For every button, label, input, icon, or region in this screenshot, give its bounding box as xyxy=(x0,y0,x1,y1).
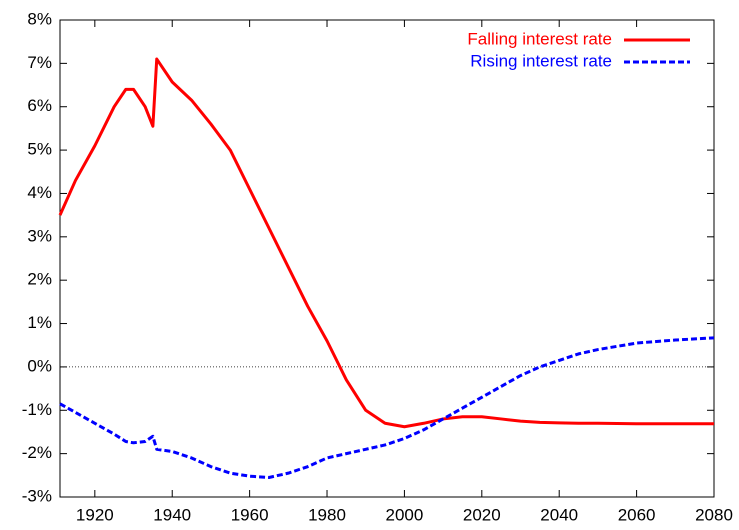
legend-label: Rising interest rate xyxy=(470,51,612,70)
y-tick-label: 3% xyxy=(27,226,52,245)
x-tick-label: 1940 xyxy=(153,505,191,524)
x-tick-label: 1960 xyxy=(231,505,269,524)
y-tick-label: 5% xyxy=(27,140,52,159)
x-tick-label: 2060 xyxy=(618,505,656,524)
x-tick-label: 2000 xyxy=(386,505,424,524)
y-tick-label: 1% xyxy=(27,313,52,332)
x-tick-label: 2040 xyxy=(540,505,578,524)
x-tick-label: 2080 xyxy=(695,505,733,524)
y-tick-label: 7% xyxy=(27,53,52,72)
y-tick-label: -1% xyxy=(22,400,52,419)
x-tick-label: 1980 xyxy=(308,505,346,524)
y-tick-label: 2% xyxy=(27,270,52,289)
y-tick-label: 6% xyxy=(27,96,52,115)
x-tick-label: 2020 xyxy=(463,505,501,524)
y-tick-label: -3% xyxy=(22,486,52,505)
y-tick-label: -2% xyxy=(22,443,52,462)
x-tick-label: 1920 xyxy=(76,505,114,524)
y-tick-label: 0% xyxy=(27,356,52,375)
y-tick-label: 8% xyxy=(27,9,52,28)
series-line xyxy=(59,336,715,479)
series-line xyxy=(58,57,714,429)
legend-label: Falling interest rate xyxy=(467,29,612,48)
y-tick-label: 4% xyxy=(27,183,52,202)
plot-frame xyxy=(59,19,715,498)
